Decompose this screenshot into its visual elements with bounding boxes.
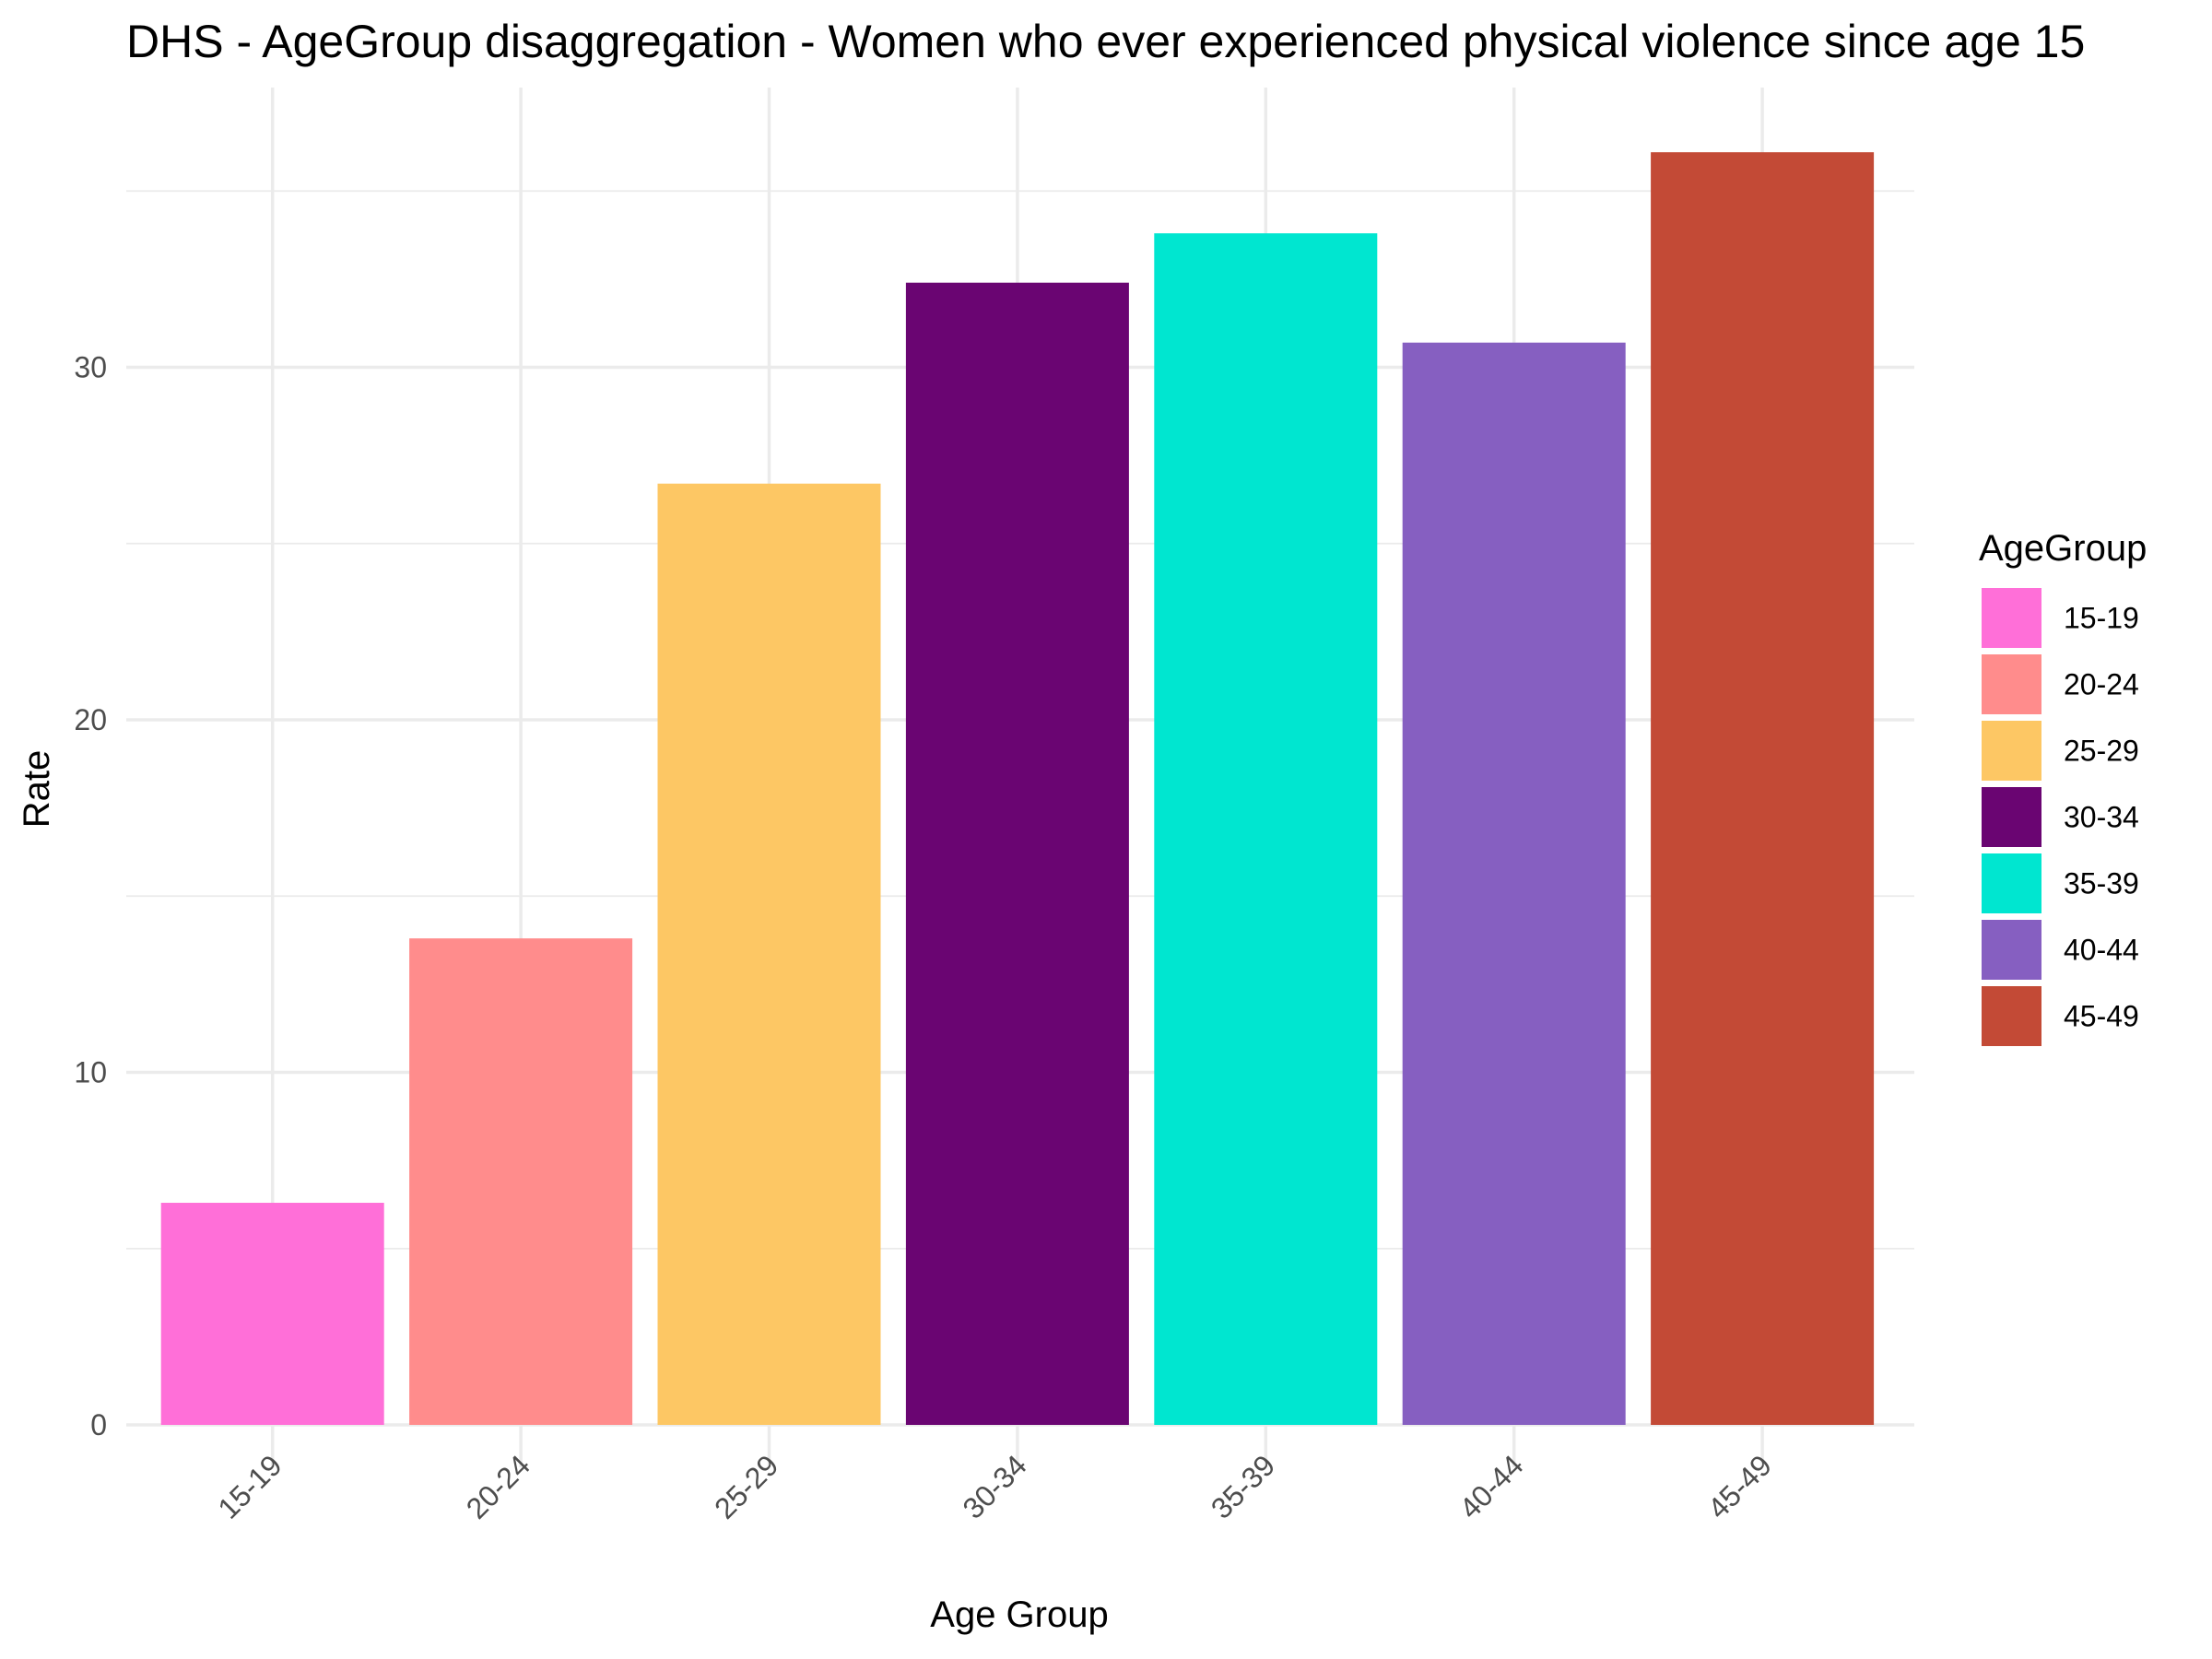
y-tick-label: 0 <box>90 1408 107 1441</box>
legend-key-40-44 <box>1980 918 2043 982</box>
bar-40-44 <box>1402 342 1626 1426</box>
x-tick-label: 35-39 <box>1205 1448 1281 1524</box>
legend-label: 15-19 <box>2064 602 2139 635</box>
y-tick-label: 20 <box>74 703 107 736</box>
bar-45-49 <box>1651 152 1875 1425</box>
x-axis-tick-labels: 15-19 20-24 25-29 30-34 35-39 40-44 45-49 <box>211 1448 1778 1524</box>
legend-title: AgeGroup <box>1979 528 2147 569</box>
legend-label: 35-39 <box>2064 867 2139 900</box>
legend-label: 20-24 <box>2064 668 2139 701</box>
x-tick-label: 45-49 <box>1701 1448 1778 1524</box>
legend-label: 40-44 <box>2064 934 2139 967</box>
legend: AgeGroup 15-19 20-24 25-29 30-34 35-39 40-44 4… <box>1979 528 2147 1048</box>
y-tick-label: 10 <box>74 1056 107 1089</box>
legend-label: 45-49 <box>2064 1000 2139 1033</box>
bar-25-29 <box>657 483 881 1425</box>
bar-30-34 <box>905 282 1129 1426</box>
legend-key-35-39 <box>1980 852 2043 915</box>
legend-label: 25-29 <box>2064 735 2139 768</box>
legend-key-15-19 <box>1980 586 2043 650</box>
legend-key-25-29 <box>1980 719 2043 782</box>
bars <box>160 152 1875 1426</box>
x-tick-label: 30-34 <box>957 1448 1033 1524</box>
bar-35-39 <box>1154 233 1378 1425</box>
x-axis-title: Age Group <box>930 1594 1108 1635</box>
x-tick-label: 20-24 <box>460 1448 536 1524</box>
bar-15-19 <box>160 1203 384 1425</box>
chart-title: DHS - AgeGroup disaggregation - Women wh… <box>126 16 2085 67</box>
legend-key-20-24 <box>1980 653 2043 716</box>
x-tick-label: 25-29 <box>708 1448 784 1524</box>
y-axis-title: Rate <box>17 750 57 829</box>
y-tick-label: 30 <box>74 351 107 384</box>
x-tick-label: 15-19 <box>211 1448 288 1524</box>
x-tick-label: 40-44 <box>1453 1448 1529 1524</box>
bar-20-24 <box>409 938 633 1425</box>
legend-key-45-49 <box>1980 984 2043 1048</box>
legend-label: 30-34 <box>2064 801 2139 834</box>
y-axis-tick-labels: 0 10 20 30 <box>74 351 107 1442</box>
legend-key-30-34 <box>1980 785 2043 849</box>
